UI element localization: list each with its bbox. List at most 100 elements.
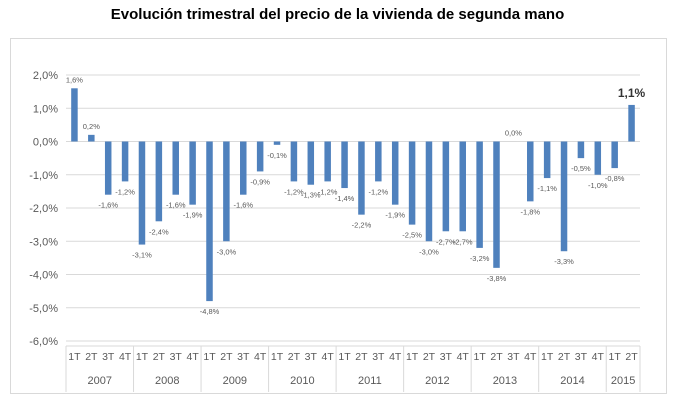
data-label: -1,9% <box>183 211 203 220</box>
data-label: -3,2% <box>470 254 490 263</box>
x-tick-label: 2T <box>355 351 368 363</box>
bar <box>138 141 146 245</box>
data-label: 0,0% <box>505 129 522 138</box>
bar <box>493 141 500 268</box>
bar <box>527 141 534 202</box>
bar <box>375 141 382 182</box>
bar <box>341 141 348 189</box>
data-label: -1,6% <box>233 201 253 210</box>
bar <box>560 141 568 252</box>
data-label: -0,1% <box>267 151 287 160</box>
chart-frame <box>10 38 667 394</box>
data-label: -2,2% <box>352 221 372 230</box>
y-tick-label: 0,0% <box>33 137 58 149</box>
bar <box>628 104 635 142</box>
year-label: 2013 <box>493 375 517 387</box>
y-tick-label: 1,0% <box>33 103 58 115</box>
bar <box>459 141 466 232</box>
bar <box>273 141 281 145</box>
x-tick-label: 1T <box>68 351 81 363</box>
data-label: -3,3% <box>554 257 574 266</box>
data-label: -1,2% <box>369 187 389 196</box>
bar <box>256 141 264 172</box>
data-label: -1,8% <box>520 207 540 216</box>
y-tick-label: 2,0% <box>33 70 58 82</box>
data-label: -1,4% <box>335 194 355 203</box>
data-label: -1,6% <box>98 201 118 210</box>
bar <box>189 141 196 205</box>
chart-title: Evolución trimestral del precio de la vi… <box>110 6 565 23</box>
data-label: -2,7% <box>453 237 473 246</box>
x-tick-label: 1T <box>541 351 554 363</box>
data-label: -3,1% <box>132 251 152 260</box>
bar <box>425 141 433 242</box>
x-tick-label: 2T <box>558 351 571 363</box>
year-label: 2015 <box>611 375 635 387</box>
data-label: 1,6% <box>66 75 83 84</box>
x-tick-label: 3T <box>170 351 183 363</box>
year-label: 2010 <box>290 375 314 387</box>
x-tick-label: 3T <box>372 351 385 363</box>
x-tick-label: 1T <box>338 351 351 363</box>
x-tick-label: 1T <box>406 351 419 363</box>
data-label: -3,0% <box>217 247 237 256</box>
x-tick-label: 4T <box>592 351 605 363</box>
bar <box>408 141 416 225</box>
year-label: 2007 <box>88 375 112 387</box>
y-tick-label: -2,0% <box>29 203 58 215</box>
x-tick-label: 3T <box>440 351 453 363</box>
x-tick-label: 2T <box>288 351 301 363</box>
data-label: -2,7% <box>436 237 456 246</box>
data-label: -4,8% <box>200 307 220 316</box>
data-label: -1,9% <box>385 211 405 220</box>
x-tick-label: 2T <box>423 351 436 363</box>
y-tick-label: -4,0% <box>29 270 58 282</box>
x-tick-label: 2T <box>220 351 233 363</box>
data-label: -2,4% <box>149 227 169 236</box>
data-label: -1,1% <box>537 184 557 193</box>
bar <box>88 134 95 142</box>
bar <box>71 88 78 142</box>
bar <box>611 141 618 169</box>
y-tick-label: -6,0% <box>29 336 58 348</box>
bar <box>543 141 551 179</box>
year-label: 2008 <box>155 375 179 387</box>
bar <box>121 141 129 182</box>
year-label: 2009 <box>223 375 247 387</box>
x-tick-label: 1T <box>609 351 622 363</box>
bar <box>206 141 213 302</box>
x-tick-label: 2T <box>490 351 503 363</box>
x-tick-label: 4T <box>119 351 132 363</box>
x-tick-label: 4T <box>524 351 537 363</box>
x-tick-label: 2T <box>153 351 166 363</box>
data-label: -1,2% <box>284 187 304 196</box>
x-tick-label: 4T <box>254 351 267 363</box>
year-label: 2014 <box>560 375 584 387</box>
bar <box>290 141 298 182</box>
x-tick-label: 3T <box>575 351 588 363</box>
x-tick-label: 1T <box>473 351 486 363</box>
data-label: -0,9% <box>250 177 270 186</box>
x-tick-label: 3T <box>305 351 318 363</box>
x-tick-label: 2T <box>625 351 638 363</box>
data-label: -1,3% <box>301 191 321 200</box>
bar <box>594 141 602 175</box>
data-label: -3,0% <box>419 247 439 256</box>
x-tick-label: 4T <box>322 351 335 363</box>
data-label: -1,2% <box>115 187 135 196</box>
x-tick-label: 1T <box>136 351 149 363</box>
x-tick-label: 1T <box>271 351 284 363</box>
bar <box>391 141 399 205</box>
data-label: -1,6% <box>166 201 186 210</box>
data-label: -1,0% <box>588 181 608 190</box>
bar <box>240 141 247 195</box>
bar <box>324 141 331 182</box>
x-tick-label: 1T <box>203 351 216 363</box>
data-label: -1,2% <box>318 187 338 196</box>
x-tick-label: 3T <box>237 351 250 363</box>
bar <box>476 141 483 248</box>
bar <box>172 141 179 195</box>
x-tick-label: 4T <box>186 351 199 363</box>
data-label: 1,1% <box>618 86 646 100</box>
